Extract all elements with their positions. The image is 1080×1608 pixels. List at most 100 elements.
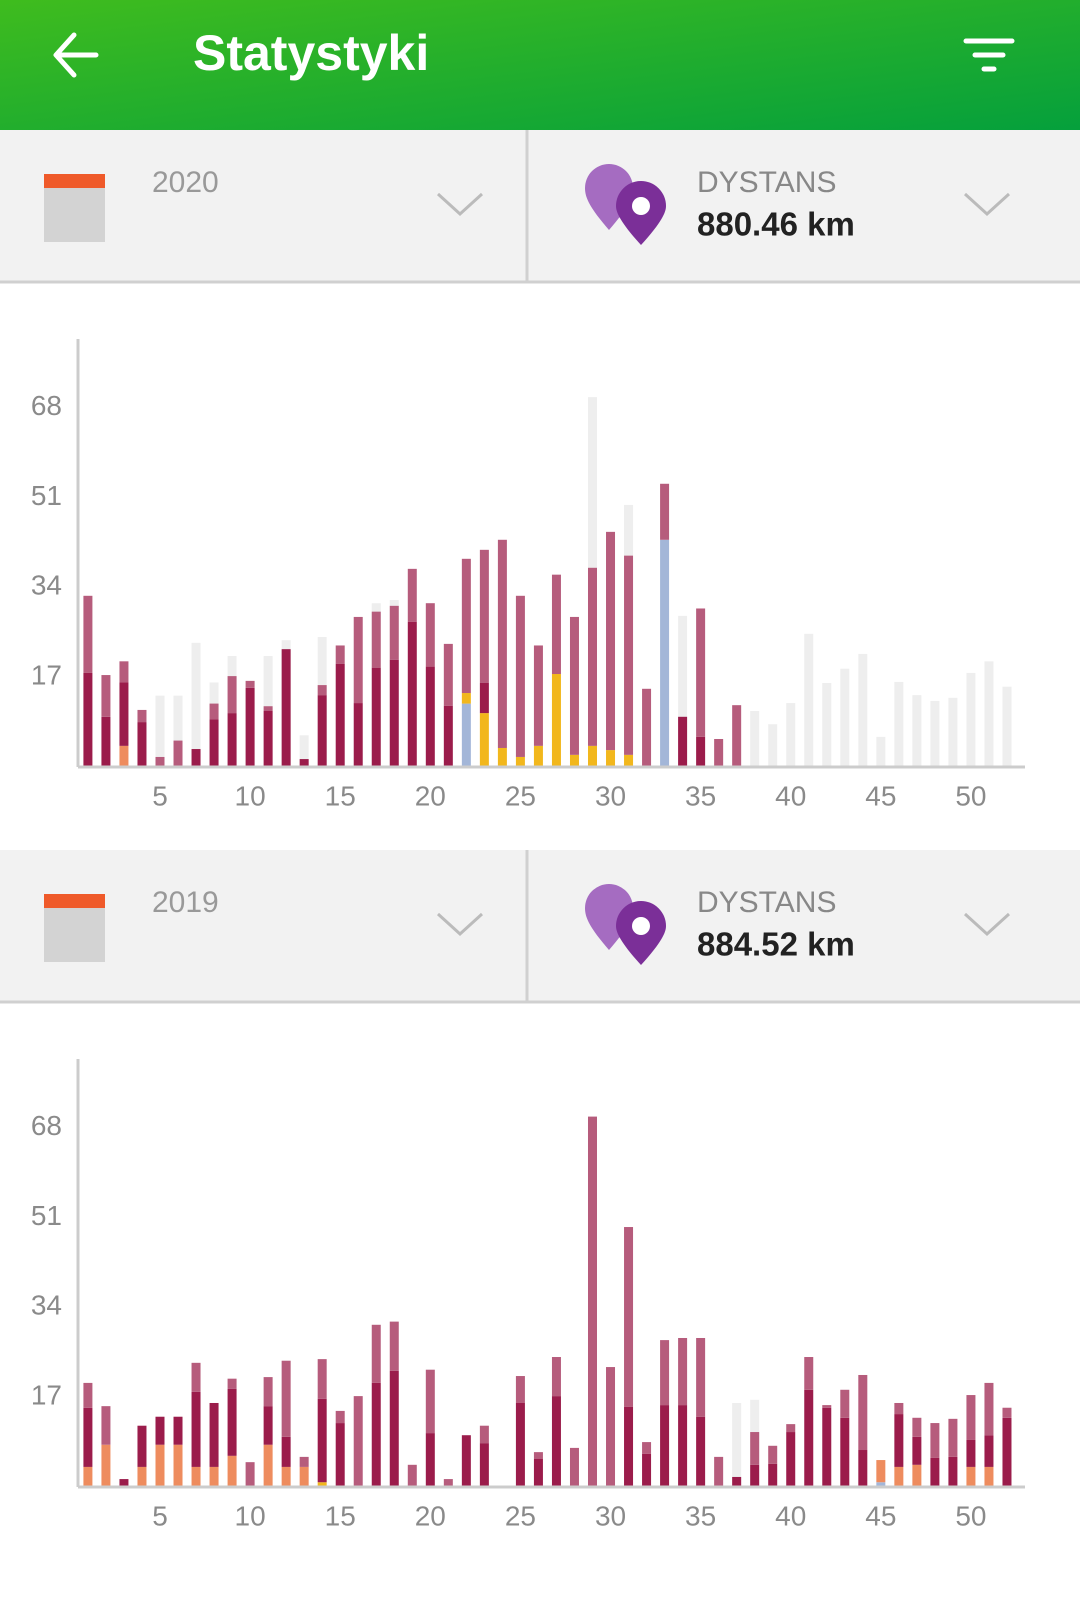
bar-segment (804, 1357, 814, 1390)
x-tick-label: 50 (955, 1500, 986, 1531)
bar-segment (642, 1453, 652, 1487)
bar-segment (966, 1395, 976, 1440)
year-value: 2019 (152, 886, 219, 919)
bar-segment (822, 1405, 832, 1408)
bar-segment (840, 1389, 850, 1418)
bar-segment (155, 756, 165, 767)
bar-segment (371, 611, 381, 668)
bar-segment (479, 549, 489, 683)
bar-segment (137, 722, 147, 767)
bar-segment (966, 1439, 976, 1467)
comparison-bar (786, 703, 796, 767)
back-button[interactable] (53, 32, 99, 78)
bar-segment (660, 1340, 670, 1406)
comparison-bar (173, 695, 183, 767)
x-tick-label: 35 (685, 780, 716, 811)
x-tick-label: 5 (152, 1500, 168, 1531)
bar-segment (606, 531, 616, 751)
bar-segment (101, 1444, 111, 1487)
bar-segment (443, 1479, 453, 1487)
bar-segment (660, 483, 670, 540)
filter-button[interactable] (963, 38, 1015, 72)
bar-segment (786, 1432, 796, 1487)
y-tick-label: 68 (31, 390, 62, 421)
bar-segment (335, 663, 345, 767)
bar-segment (83, 1407, 93, 1467)
comparison-bar (678, 615, 688, 767)
bar-segment (678, 1405, 688, 1487)
bar-segment (389, 1370, 399, 1487)
x-tick-label: 50 (955, 780, 986, 811)
comparison-bar (966, 672, 976, 767)
bar-segment (425, 1369, 435, 1434)
bar-segment (191, 1391, 201, 1467)
year-selector[interactable]: 2019 (44, 886, 484, 962)
bar-segment (569, 616, 579, 755)
bar-segment (119, 661, 129, 683)
year-value: 2020 (152, 166, 219, 199)
bar-segment (335, 1410, 345, 1424)
bar-segment (894, 1402, 904, 1415)
bar-segment (624, 754, 634, 767)
metric-selector[interactable]: DYSTANS 884.52 km (585, 884, 1011, 965)
bar-segment (119, 745, 129, 767)
bar-segment (83, 1466, 93, 1487)
bar-segment (696, 1337, 706, 1417)
bar-segment (624, 1406, 634, 1487)
bar-segment (515, 1402, 525, 1487)
bar-segment (227, 1388, 237, 1456)
bar-segment (948, 1418, 958, 1457)
metric-selector[interactable]: DYSTANS 880.46 km (585, 164, 1011, 245)
bar-segment (1002, 1407, 1012, 1418)
bar-segment (101, 675, 111, 717)
x-tick-label: 15 (325, 1500, 356, 1531)
metric-value: 884.52 km (697, 926, 855, 963)
dropdown-chevron (436, 192, 484, 217)
bar-segment (533, 745, 543, 767)
bar-segment (822, 1407, 832, 1487)
comparison-bar (948, 697, 958, 767)
x-tick-label: 25 (505, 780, 536, 811)
bar-segment (696, 736, 706, 767)
year-selector[interactable]: 2020 (44, 166, 484, 242)
bar-segment (353, 1396, 363, 1487)
bar-segment (587, 1116, 597, 1487)
comparison-bar (804, 633, 814, 767)
bar-segment (101, 1406, 111, 1445)
bar-segment (335, 1423, 345, 1487)
calendar-icon (44, 178, 105, 242)
bar-segment (245, 680, 255, 688)
x-tick-label: 30 (595, 780, 626, 811)
bar-segment (732, 1476, 742, 1487)
bar-segment (461, 1435, 471, 1487)
bar-segment (245, 1462, 255, 1487)
bar-segment (714, 1456, 724, 1487)
bar-segment (209, 1402, 219, 1467)
dropdown-chevron (436, 912, 484, 937)
bar-segment (173, 1444, 183, 1487)
bar-segment (714, 738, 724, 767)
bar-segment (371, 1382, 381, 1487)
bar-segment (281, 1360, 291, 1437)
comparison-bar (876, 736, 886, 767)
bar-segment (768, 1463, 778, 1487)
dropdown-chevron (963, 192, 1011, 217)
comparison-bar (984, 661, 994, 767)
comparison-bar (299, 735, 309, 767)
bar-segment (209, 703, 219, 720)
bar-segment (533, 1458, 543, 1487)
selector-bar (0, 130, 1080, 282)
bar-segment (750, 1432, 760, 1465)
bar-segment (209, 1466, 219, 1487)
bar-segment (984, 1382, 994, 1436)
comparison-bar (750, 710, 760, 767)
bar-segment (569, 1447, 579, 1487)
bar-segment (353, 616, 363, 704)
bar-segment (425, 666, 435, 767)
bar-segment (750, 1464, 760, 1487)
bar-segment (768, 1445, 778, 1464)
bar-segment (317, 1398, 327, 1483)
bar-segment (317, 685, 327, 696)
bar-segment (317, 1359, 327, 1399)
comparison-bar (155, 695, 165, 767)
